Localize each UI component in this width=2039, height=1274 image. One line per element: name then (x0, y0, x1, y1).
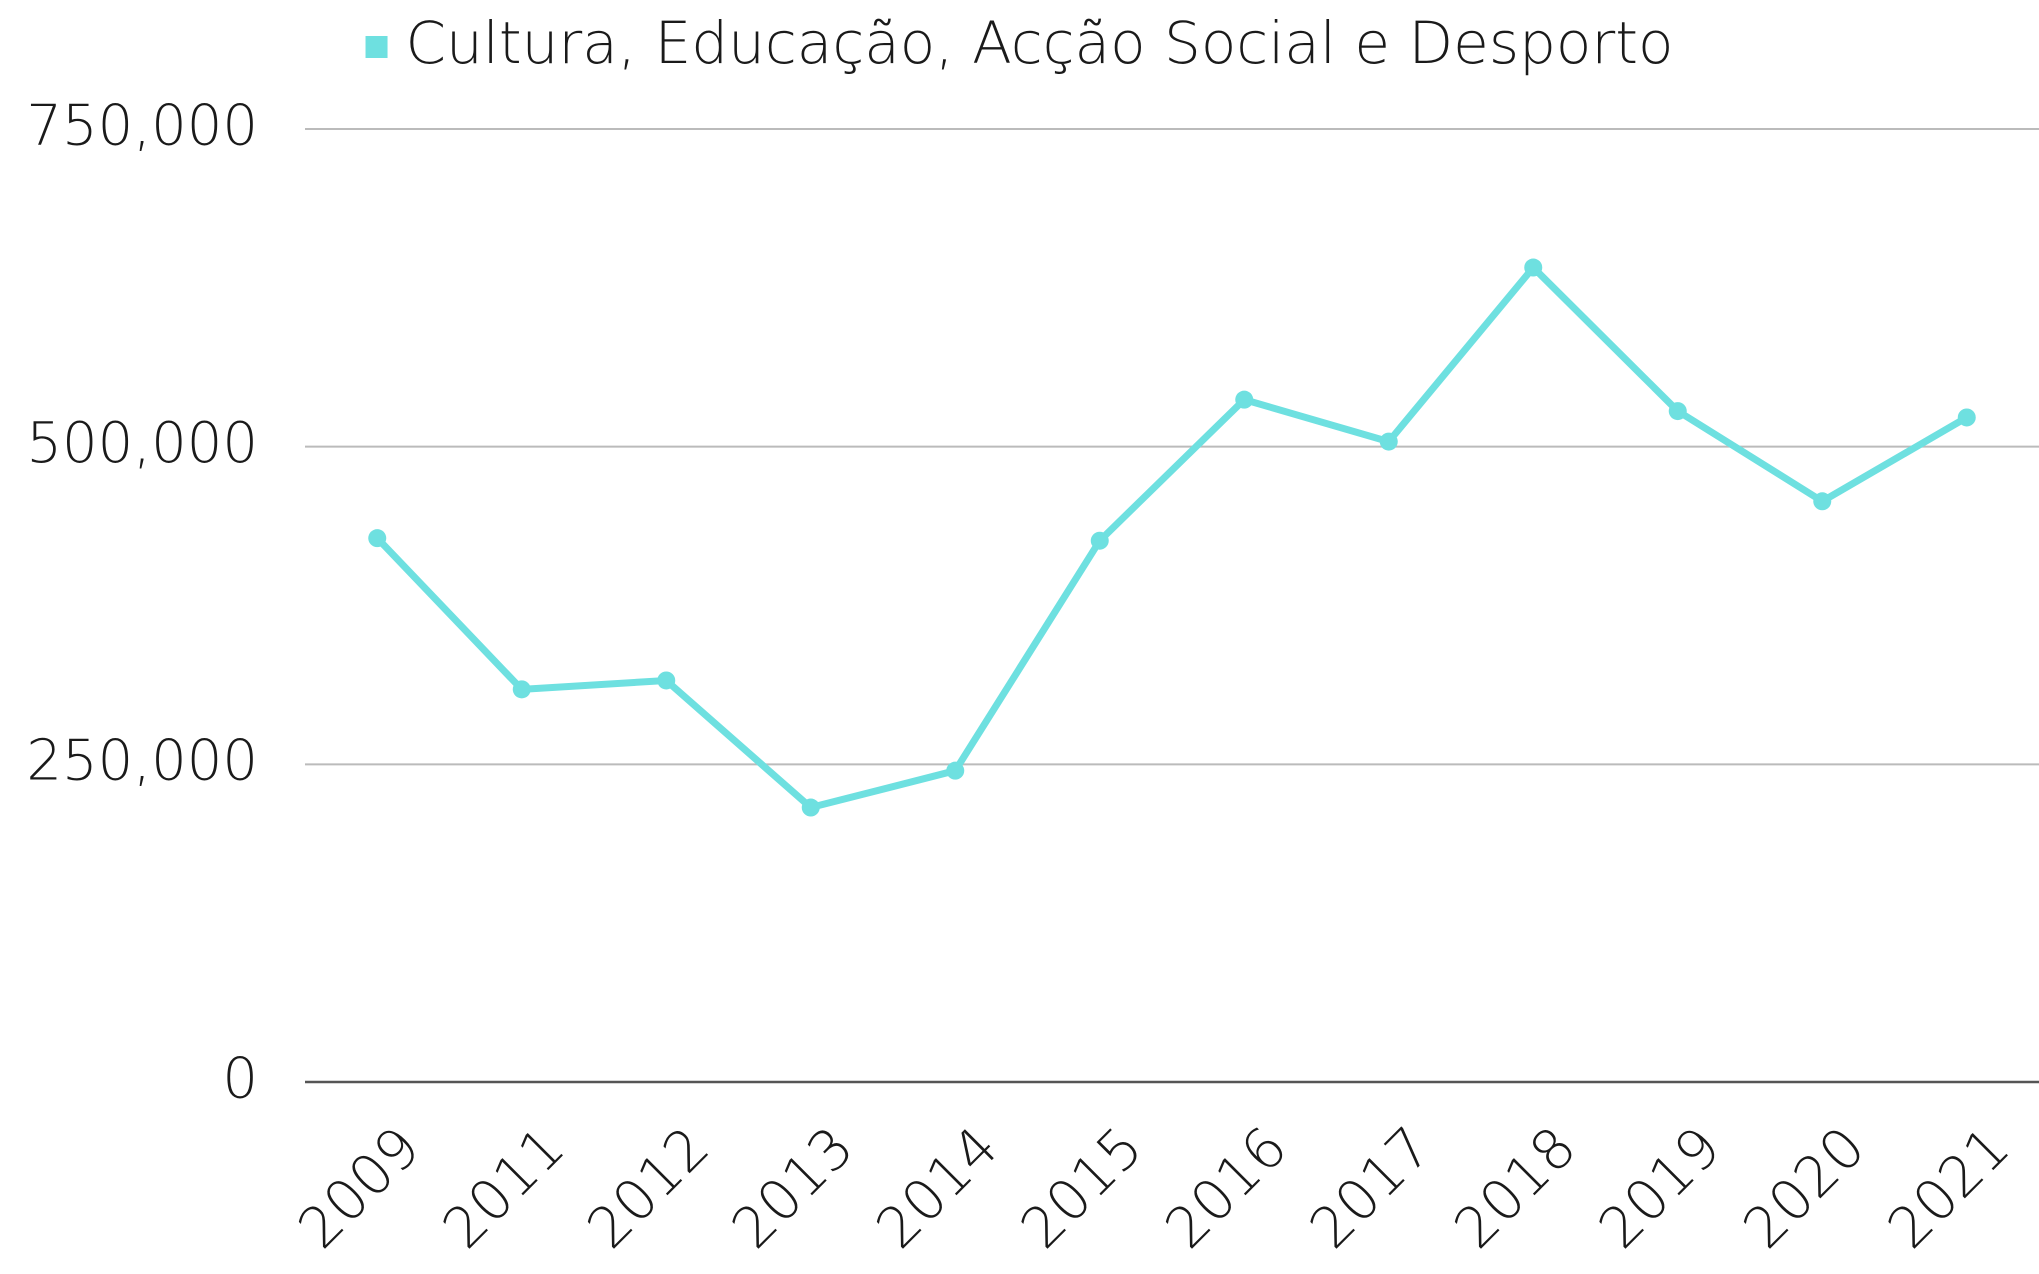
x-tick-label: 2009 (286, 1115, 433, 1262)
x-tick-label: 2017 (1298, 1115, 1445, 1262)
y-tick-label: 750,000 (26, 93, 258, 158)
x-tick-label: 2011 (431, 1115, 578, 1262)
line (374, 264, 1969, 812)
x-tick-label: 2016 (1153, 1115, 1300, 1262)
marker (1235, 390, 1254, 409)
x-tick-label: 2014 (864, 1115, 1011, 1262)
marker (1813, 492, 1832, 511)
x-tick-label: 2012 (575, 1115, 722, 1262)
marker (512, 680, 531, 699)
x-tick-label: 2013 (720, 1115, 867, 1262)
marker (657, 671, 676, 690)
marker (1090, 531, 1109, 550)
x-tick-label: 2015 (1009, 1115, 1156, 1262)
legend-label: Cultura, Educação, Acção Social e Despor… (406, 9, 1674, 77)
marker (946, 761, 965, 780)
marker (1668, 402, 1687, 421)
x-tick-label: 2020 (1731, 1115, 1878, 1262)
marker (1379, 432, 1398, 451)
x-tick-label: 2021 (1876, 1115, 2023, 1262)
y-tick-label: 0 (222, 1046, 258, 1111)
marker (368, 529, 387, 548)
marker (1957, 408, 1976, 427)
x-tick-label: 2019 (1587, 1115, 1734, 1262)
x-tick-label: 2018 (1442, 1115, 1589, 1262)
marker (1524, 258, 1543, 277)
y-tick-label: 500,000 (26, 411, 258, 476)
legend-swatch (365, 36, 388, 58)
y-tick-label: 250,000 (26, 729, 258, 794)
legend: Cultura, Educação, Acção Social e Despor… (365, 9, 1674, 77)
marker (801, 798, 820, 817)
